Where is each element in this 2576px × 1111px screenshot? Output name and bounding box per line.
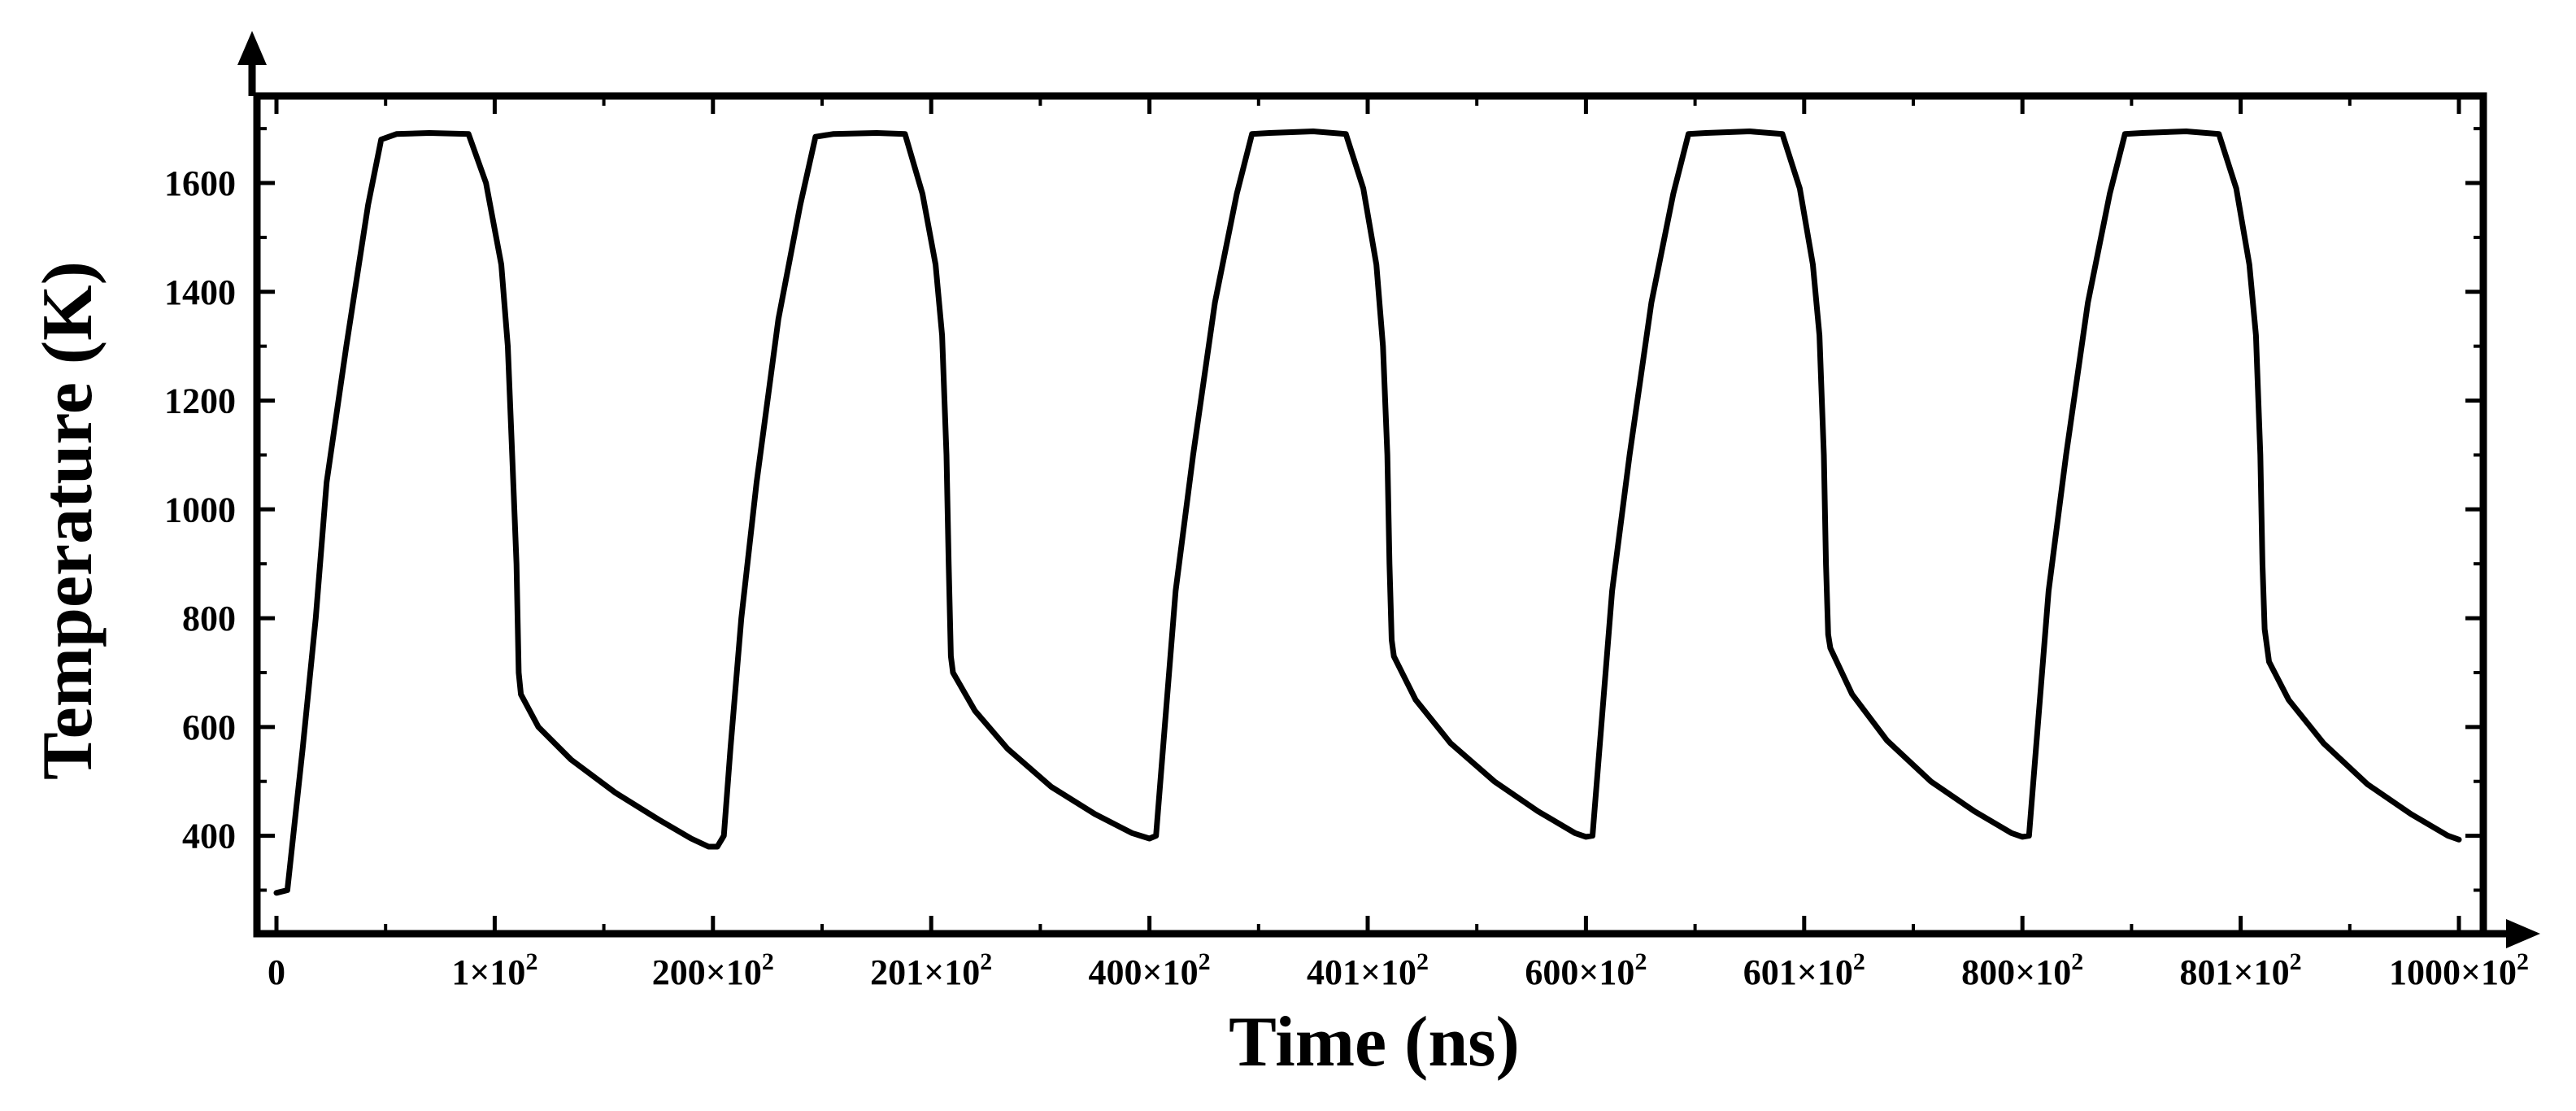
x-tick-exponent: 2 (762, 948, 774, 975)
x-tick-exponent: 2 (1199, 948, 1211, 975)
x-tick-exponent: 2 (980, 948, 992, 975)
x-tick-label: 601×102 (1743, 948, 1865, 992)
y-tick-label: 800 (182, 599, 236, 638)
x-tick-exponent: 2 (2071, 948, 2083, 975)
x-tick-label: 600×102 (1525, 948, 1647, 992)
x-tick-label: 200×102 (652, 948, 774, 992)
x-axis-arrow-icon (2506, 919, 2540, 948)
x-tick-label: 400×102 (1089, 948, 1211, 992)
y-tick-labels: 400 600 800 1000 1200 1400 1600 (164, 163, 236, 856)
temperature-series-line (273, 129, 2462, 896)
y-tick-label: 1600 (164, 163, 236, 203)
x-tick-label: 1000×102 (2389, 948, 2529, 992)
y-tick-label: 600 (182, 708, 236, 747)
x-tick-label: 801×102 (2180, 948, 2302, 992)
y-ticks (257, 127, 2483, 892)
y-tick-label: 1200 (164, 381, 236, 421)
x-tick-exponent: 2 (2290, 948, 2302, 975)
x-tick-exponent: 2 (1853, 948, 1865, 975)
y-tick-label: 400 (182, 817, 236, 856)
x-tick-label: 800×102 (1961, 948, 2083, 992)
x-tick-label: 401×102 (1307, 948, 1429, 992)
x-tick-exponent: 2 (525, 948, 537, 975)
y-axis-title: Temperature (K) (28, 261, 107, 780)
x-tick-labels: 0 1×102 200×102 201×102 400×102 401×102 600×10… (268, 948, 2529, 992)
x-tick-exponent: 2 (2517, 948, 2529, 975)
plot-frame (253, 92, 2487, 938)
x-tick-exponent: 2 (1416, 948, 1429, 975)
y-axis-arrow-icon (237, 31, 267, 65)
x-tick-label: 201×102 (870, 948, 992, 992)
x-axis-title: Time (ns) (1229, 1003, 1520, 1082)
x-tick-exponent: 2 (1634, 948, 1647, 975)
y-tick-label: 1400 (164, 272, 236, 312)
x-tick-label: 1×102 (451, 948, 537, 992)
x-ticks (274, 96, 2461, 934)
y-tick-label: 1000 (164, 490, 236, 529)
x-tick-label: 0 (268, 952, 285, 992)
